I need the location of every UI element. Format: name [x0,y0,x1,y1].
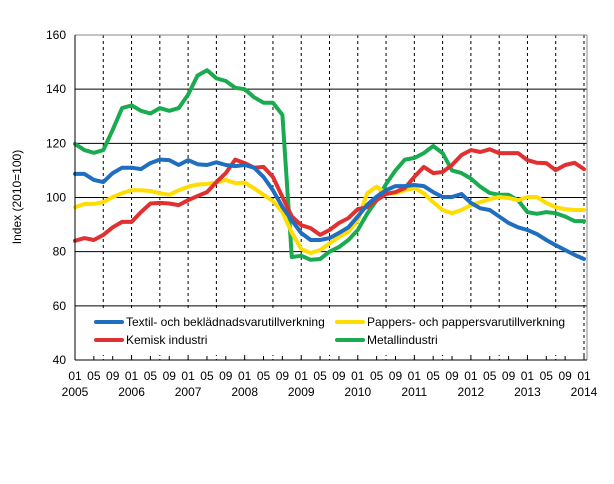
x-tick-label-month: 05 [87,369,101,383]
series-line-2 [73,147,586,243]
y-tick-label: 40 [53,353,67,367]
x-tick-label-month: 05 [540,369,554,383]
x-tick-label-month: 09 [445,369,459,383]
x-tick-label-month: 01 [68,369,82,383]
x-tick-label-year: 2005 [62,385,89,399]
legend-label: Kemisk industri [126,333,207,347]
y-axis-label: Index (2010=100) [10,150,24,244]
x-tick-label-month: 09 [558,369,572,383]
x-tick-label-year: 2014 [571,385,598,399]
x-tick-label-month: 01 [181,369,195,383]
legend-background [78,311,583,355]
axes: 40 60 80 100 120 140 160 01 2005 05 09 01 2006 05 09 01… [46,28,598,399]
x-tick-label-month: 05 [313,369,327,383]
x-tick-label-month: 09 [389,369,403,383]
x-tick-label-month: 01 [408,369,422,383]
x-tick-label-month: 09 [219,369,233,383]
x-tick-label-month: 09 [332,369,346,383]
x-tick-label-month: 01 [577,369,591,383]
x-tick-label-month: 05 [427,369,441,383]
x-tick-label-month: 05 [144,369,158,383]
y-tick-label: 160 [46,28,66,42]
y-tick-label: 140 [46,82,66,96]
legend-label: Metallindustri [367,333,438,347]
x-tick-label-month: 09 [502,369,516,383]
x-tick-label-month: 01 [295,369,309,383]
series-line-1 [73,177,586,255]
x-tick-label-month: 01 [125,369,139,383]
y-tick-label: 100 [46,191,66,205]
x-tick-label-month: 01 [238,369,252,383]
y-tick-label: 80 [53,245,67,259]
x-tick-label-month: 05 [483,369,497,383]
x-tick-label-year: 2011 [401,385,427,399]
x-tick-label-month: 01 [351,369,365,383]
x-tick-label-month: 05 [200,369,214,383]
x-tick-label-month: 09 [106,369,120,383]
x-tick-label-month: 05 [370,369,384,383]
x-tick-label-month: 01 [521,369,535,383]
y-tick-label: 120 [46,136,66,150]
x-tick-label-year: 2009 [288,385,315,399]
x-tick-label-year: 2012 [458,385,485,399]
x-tick-label-year: 2010 [344,385,371,399]
y-tick-label: 60 [53,299,67,313]
legend-label: Textil- och beklädnadsvarutillverkning [126,315,325,329]
x-tick-label-year: 2008 [231,385,258,399]
legend: Textil- och beklädnadsvarutillverkning Pa… [94,315,565,347]
x-tick-label-year: 2013 [514,385,541,399]
series-line-0 [73,157,586,261]
legend-label: Pappers- och pappersvarutillverkning [367,315,565,329]
x-tick-label-year: 2007 [175,385,202,399]
x-tick-label-year: 2006 [118,385,145,399]
series-lines [73,68,586,262]
x-tick-label-month: 01 [464,369,478,383]
x-tick-label-month: 09 [276,369,290,383]
series-line-3 [73,68,586,262]
x-tick-label-month: 05 [257,369,271,383]
x-tick-label-month: 09 [163,369,177,383]
